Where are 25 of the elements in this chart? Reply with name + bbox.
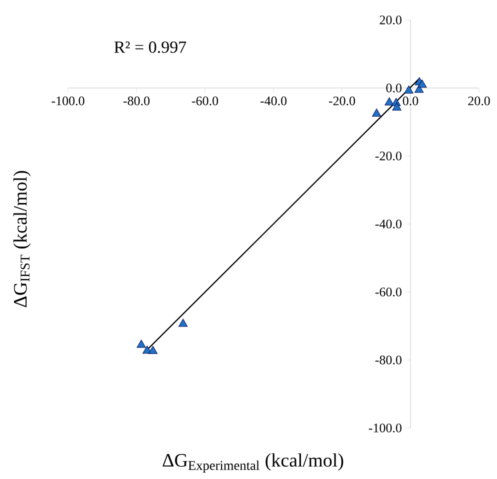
x-tick-label: -80.0	[123, 96, 150, 106]
y-tick-label: -60.0	[375, 288, 402, 296]
y-tick-label: -20.0	[375, 152, 402, 160]
point	[178, 318, 188, 327]
x-tick-label: -20.0	[328, 96, 356, 106]
x-tick-label: -60.0	[192, 96, 218, 106]
x-axis-title: $\text{ΔG}_{\text{Experimental}}\text{ (kcal/mol)}$	[162, 453, 344, 473]
point	[404, 85, 414, 94]
y-tick-label: -40.0	[375, 220, 402, 228]
y-tick-label: 20.0	[380, 16, 402, 24]
point	[392, 102, 402, 110]
x-tick-label: -40.0	[260, 96, 287, 106]
x-tick-label: -100.0	[52, 96, 84, 106]
x-tick-label: 20.0	[468, 96, 490, 106]
y-axis-title: $\text{ΔG}_{\text{IFST}}\text{ (kcal/mol)}$	[13, 170, 31, 308]
point	[148, 346, 158, 354]
y-tick-label: -80.0	[375, 356, 402, 364]
y-tick-label: 0.0	[386, 84, 402, 92]
point	[418, 80, 427, 88]
y-tick-label: -100.0	[368, 424, 402, 432]
point	[384, 97, 394, 106]
point	[372, 108, 382, 117]
point	[136, 340, 146, 348]
annotation: R² = 0.997	[114, 41, 186, 53]
x-tick-label: 0.0	[402, 96, 418, 106]
